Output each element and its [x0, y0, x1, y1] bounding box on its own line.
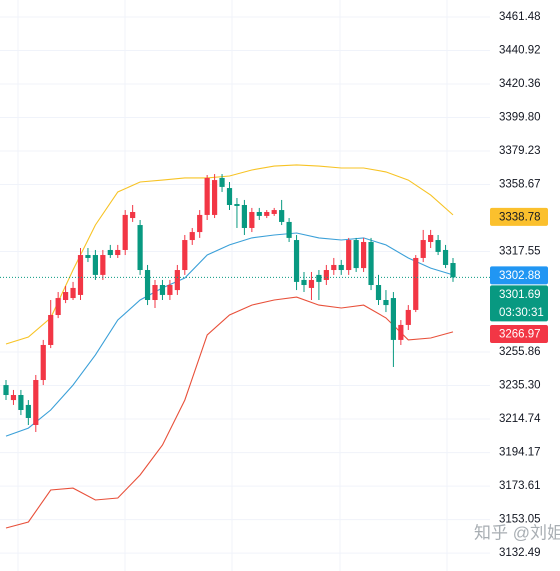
y-tick-label: 3153.05	[499, 514, 541, 526]
candle-body	[405, 309, 411, 325]
candle-body	[241, 204, 247, 228]
candle-body	[264, 212, 270, 216]
candle-body	[152, 285, 158, 301]
candle-body	[92, 255, 98, 275]
candle-body	[361, 241, 367, 269]
candle-body	[174, 270, 180, 291]
price-badge	[490, 207, 548, 226]
y-tick-label: 3255.86	[499, 346, 541, 358]
candle-body	[353, 240, 359, 269]
price-badge-label: 3338.78	[499, 211, 541, 223]
candle-body	[286, 221, 292, 238]
candle-body	[159, 285, 166, 295]
candle-body	[85, 255, 91, 258]
candle-body	[256, 212, 262, 216]
candle-body	[33, 380, 39, 425]
candle-body	[70, 287, 76, 299]
price-badge	[490, 285, 548, 322]
candle-body	[442, 249, 449, 265]
price-badge	[490, 324, 548, 343]
candle-body	[137, 225, 143, 271]
candle-body	[212, 180, 218, 215]
band-line	[5, 296, 454, 529]
candle-body	[346, 240, 352, 271]
candle-body	[323, 270, 329, 280]
candle-body	[3, 385, 9, 396]
candle-body	[375, 285, 382, 301]
y-tick-label: 3420.36	[499, 78, 541, 90]
y-tick-label: 3358.67	[499, 179, 541, 191]
candle-body	[25, 404, 31, 418]
candle-body	[100, 255, 106, 275]
candle-body	[450, 263, 456, 278]
y-tick-label: 3132.49	[499, 547, 541, 559]
countdown-label: 03:30:31	[499, 307, 544, 319]
candle-body	[234, 204, 240, 206]
y-tick-label: 3461.48	[499, 11, 541, 23]
y-tick-label: 3440.92	[499, 45, 541, 57]
y-tick-label: 3214.74	[499, 413, 541, 425]
candle-body	[420, 240, 426, 258]
y-tick-label: 3317.55	[499, 246, 541, 258]
candle-body	[368, 241, 374, 286]
price-badge-label: 3301.69	[499, 289, 541, 301]
candle-body	[197, 214, 203, 233]
candle-body	[77, 255, 84, 295]
candle-body	[18, 395, 24, 410]
price-badge-label: 3266.97	[499, 328, 541, 340]
candle-body	[219, 177, 225, 187]
candle-body	[301, 279, 307, 286]
y-tick-label: 3235.30	[499, 380, 541, 392]
band-line	[5, 232, 454, 437]
candle-body	[10, 395, 17, 401]
candle-body	[144, 270, 151, 301]
candle-body	[390, 298, 396, 340]
candle-body	[308, 279, 315, 288]
candle-body	[226, 188, 233, 205]
candle-body	[338, 264, 344, 271]
candle-body	[48, 314, 54, 345]
candle-body	[189, 232, 195, 241]
candle-body	[279, 210, 285, 222]
y-tick-label: 3194.17	[499, 447, 541, 459]
candle-body	[167, 285, 173, 295]
candle-body	[182, 240, 188, 271]
candle-body	[271, 210, 277, 214]
candle-body	[130, 212, 136, 219]
candle-body	[435, 240, 441, 252]
candle-body	[40, 344, 46, 381]
candle-body	[398, 324, 404, 340]
candle-body	[413, 257, 419, 310]
y-tick-label: 3399.80	[499, 112, 541, 124]
candle-body	[383, 300, 389, 306]
candle-body	[331, 264, 337, 271]
candle-body	[428, 234, 434, 242]
y-tick-label: 3173.61	[499, 480, 541, 492]
price-badge	[490, 266, 548, 285]
candle-body	[293, 240, 300, 282]
candle-body	[63, 292, 69, 301]
candle-body	[316, 274, 322, 282]
candle-body	[115, 249, 121, 256]
candle-body	[249, 212, 255, 228]
candle-body	[55, 298, 61, 315]
price-badge-label: 3302.88	[499, 270, 541, 282]
candle-body	[204, 177, 210, 215]
candle-body	[107, 249, 113, 256]
y-tick-label: 3379.23	[499, 145, 541, 157]
watermark: 知乎 @刘姐1	[474, 523, 560, 542]
candle-body	[122, 214, 128, 250]
